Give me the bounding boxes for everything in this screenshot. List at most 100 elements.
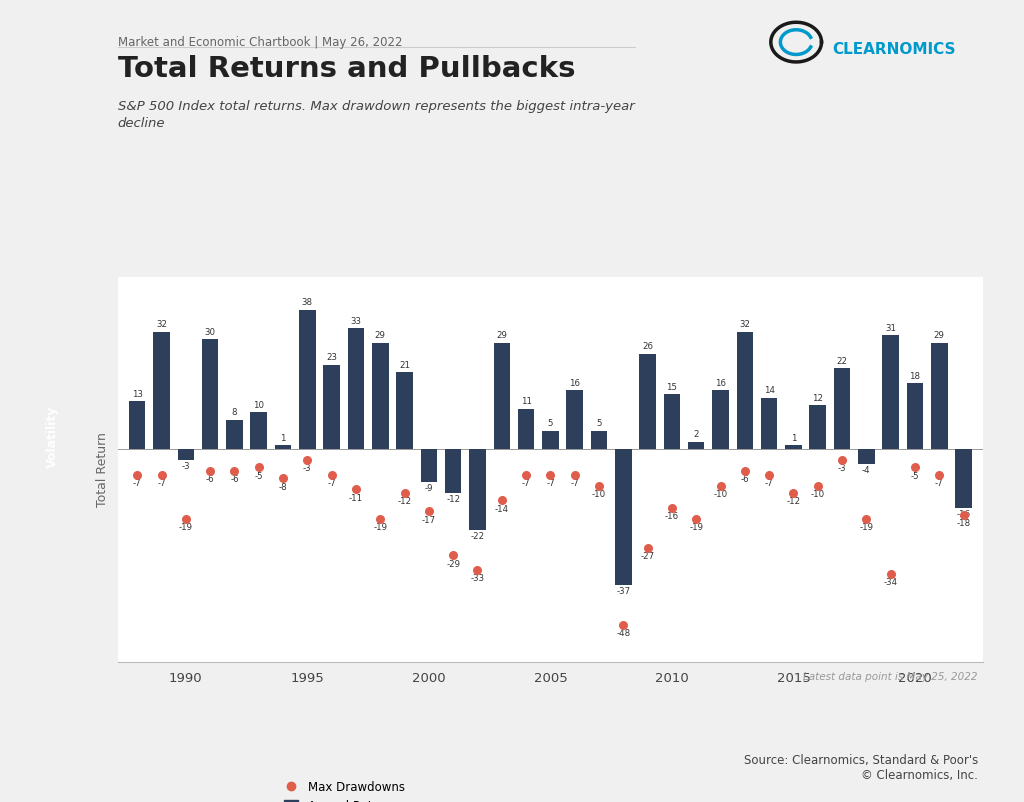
Bar — [154, 332, 170, 449]
Text: 14: 14 — [764, 387, 774, 395]
Text: Source: Clearnomics, Standard & Poor's
© Clearnomics, Inc.: Source: Clearnomics, Standard & Poor's ©… — [743, 754, 978, 782]
Bar — [785, 445, 802, 449]
Bar — [736, 332, 753, 449]
Point — [907, 461, 924, 474]
Point — [202, 464, 218, 477]
Text: 1: 1 — [281, 434, 286, 444]
Bar — [883, 335, 899, 449]
Text: -10: -10 — [811, 490, 824, 499]
Text: Volatility: Volatility — [46, 406, 58, 468]
Point — [785, 487, 802, 500]
Text: -48: -48 — [616, 630, 631, 638]
Text: -7: -7 — [328, 479, 336, 488]
Text: 5: 5 — [596, 419, 602, 428]
Bar — [494, 342, 510, 449]
Bar — [226, 419, 243, 449]
Bar — [810, 405, 826, 449]
Text: -7: -7 — [765, 479, 773, 488]
Text: -19: -19 — [859, 523, 873, 532]
Text: 29: 29 — [497, 331, 507, 341]
Bar — [688, 442, 705, 449]
Point — [396, 487, 413, 500]
Text: -19: -19 — [689, 523, 703, 532]
Text: 31: 31 — [885, 324, 896, 333]
Bar — [372, 342, 388, 449]
Text: -7: -7 — [133, 479, 141, 488]
Text: 12: 12 — [812, 394, 823, 403]
Text: 21: 21 — [399, 361, 410, 370]
Text: 23: 23 — [327, 354, 337, 363]
Text: -7: -7 — [546, 479, 555, 488]
Text: 16: 16 — [715, 379, 726, 388]
Text: -6: -6 — [740, 476, 750, 484]
Bar — [834, 368, 850, 449]
Text: -19: -19 — [374, 523, 387, 532]
Text: 30: 30 — [205, 328, 216, 337]
Point — [348, 483, 365, 496]
Bar — [761, 398, 777, 449]
Text: -12: -12 — [786, 497, 801, 506]
Bar — [713, 391, 729, 449]
Point — [858, 512, 874, 525]
Point — [688, 512, 705, 525]
Text: 22: 22 — [837, 357, 848, 367]
Bar — [324, 365, 340, 449]
Point — [591, 480, 607, 492]
Text: 13: 13 — [132, 390, 142, 399]
Text: -16: -16 — [956, 510, 971, 519]
Text: -9: -9 — [425, 484, 433, 493]
Bar — [202, 339, 218, 449]
Bar — [955, 449, 972, 508]
Point — [883, 567, 899, 580]
Text: 11: 11 — [520, 398, 531, 407]
Text: 10: 10 — [253, 401, 264, 410]
Text: -19: -19 — [179, 523, 193, 532]
Text: 38: 38 — [302, 298, 313, 307]
Bar — [615, 449, 632, 585]
Text: 16: 16 — [569, 379, 581, 388]
Point — [639, 541, 655, 554]
Text: 29: 29 — [934, 331, 945, 341]
Bar — [444, 449, 462, 493]
Point — [469, 564, 485, 577]
Text: 18: 18 — [909, 372, 921, 381]
Bar — [396, 372, 413, 449]
Point — [955, 508, 972, 521]
Point — [810, 480, 826, 492]
Bar — [566, 391, 583, 449]
Bar — [542, 431, 559, 449]
Text: -34: -34 — [884, 578, 898, 587]
Bar — [421, 449, 437, 482]
Bar — [591, 431, 607, 449]
Text: 26: 26 — [642, 342, 653, 351]
Text: CLEARNOMICS: CLEARNOMICS — [833, 42, 956, 57]
Text: -5: -5 — [910, 472, 920, 480]
Text: -4: -4 — [862, 466, 870, 475]
Text: -3: -3 — [838, 464, 847, 473]
Text: 1: 1 — [791, 434, 797, 444]
Point — [177, 512, 194, 525]
Point — [274, 472, 291, 484]
Text: Market and Economic Chartbook | May 26, 2022: Market and Economic Chartbook | May 26, … — [118, 36, 402, 49]
Bar — [858, 449, 874, 464]
Text: -33: -33 — [470, 574, 484, 583]
Text: -6: -6 — [206, 476, 214, 484]
Text: -10: -10 — [714, 490, 728, 499]
Bar — [469, 449, 485, 529]
Text: Total Returns and Pullbacks: Total Returns and Pullbacks — [118, 55, 575, 83]
Text: 32: 32 — [739, 321, 751, 330]
Text: 5: 5 — [548, 419, 553, 428]
Text: -27: -27 — [641, 553, 654, 561]
Text: Latest data point is May 25, 2022: Latest data point is May 25, 2022 — [804, 672, 978, 682]
Text: -14: -14 — [495, 504, 509, 514]
Text: -37: -37 — [616, 587, 631, 596]
Text: -7: -7 — [522, 479, 530, 488]
Point — [931, 468, 947, 481]
Point — [518, 468, 535, 481]
Bar — [348, 328, 365, 449]
Text: -3: -3 — [181, 462, 190, 472]
Bar — [177, 449, 195, 460]
Text: -22: -22 — [470, 532, 484, 541]
Text: -6: -6 — [230, 476, 239, 484]
Text: -7: -7 — [570, 479, 579, 488]
